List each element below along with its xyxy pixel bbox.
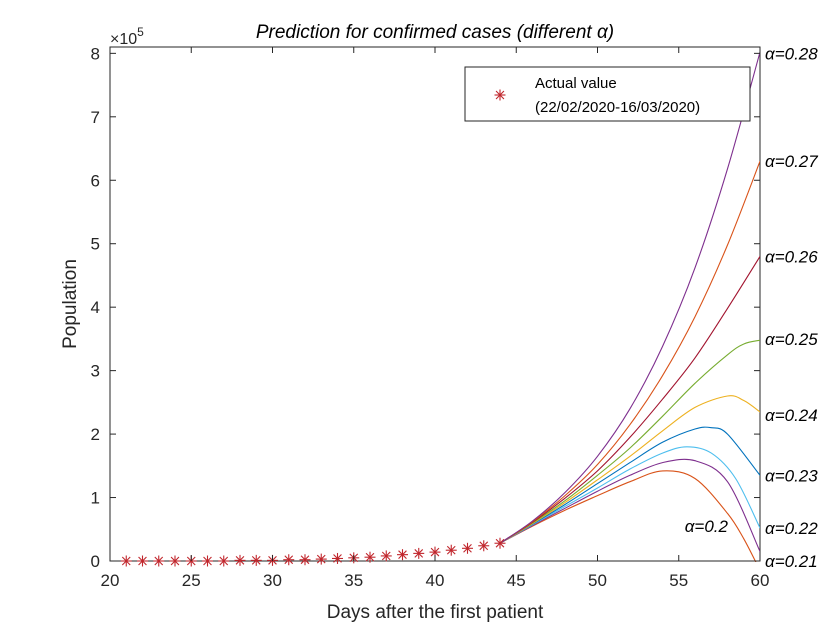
legend-marker-star <box>494 89 506 101</box>
actual-marker <box>202 555 213 567</box>
y-axis-label: Population <box>60 259 81 349</box>
curve-label: α=0.21 <box>765 552 818 571</box>
actual-markers <box>120 537 506 567</box>
legend-box <box>464 66 751 122</box>
x-axis-label: Days after the first patient <box>327 602 544 623</box>
x-tick-label: 60 <box>751 571 770 590</box>
actual-marker <box>218 555 230 567</box>
actual-marker <box>169 555 181 567</box>
x-tick-label: 50 <box>588 571 607 590</box>
actual-marker <box>153 555 165 567</box>
actual-marker <box>462 542 473 554</box>
y-tick-label: 3 <box>91 362 100 381</box>
series-line-alpha-0-28 <box>499 51 760 544</box>
legend-label-line1: Actual value <box>535 75 617 92</box>
actual-marker <box>494 537 506 549</box>
series-line-alpha-0-2 <box>499 470 757 562</box>
series-line-alpha-0-27 <box>499 161 760 544</box>
x-tick-label: 45 <box>507 571 526 590</box>
actual-marker <box>250 554 262 566</box>
y-tick-label: 5 <box>91 235 100 254</box>
actual-marker <box>478 540 490 552</box>
chart-title: Prediction for confirmed cases (differen… <box>256 22 614 43</box>
x-tick-label: 20 <box>101 571 120 590</box>
x-tick-label: 55 <box>669 571 688 590</box>
actual-marker <box>283 554 295 566</box>
actual-marker <box>413 547 425 559</box>
y-axis-ticks: 0 1 2 3 4 5 6 7 8 <box>91 44 760 571</box>
curve-label: α=0.22 <box>765 519 818 538</box>
actual-marker <box>380 550 392 562</box>
legend-marker <box>494 89 506 101</box>
inner-curve-label: α=0.2 <box>685 517 729 536</box>
series-line-alpha-0-24 <box>499 395 760 544</box>
actual-marker <box>120 555 132 567</box>
actual-marker <box>315 553 327 565</box>
x-tick-label: 40 <box>426 571 445 590</box>
x-tick-label: 30 <box>263 571 282 590</box>
y-tick-label: 4 <box>91 298 100 317</box>
series-lines <box>499 51 760 562</box>
series-line-alpha-0-26 <box>499 256 760 544</box>
actual-marker <box>299 554 311 566</box>
y-tick-label: 8 <box>91 44 100 63</box>
series-line-alpha-0-23 <box>499 426 760 544</box>
x-tick-label: 35 <box>344 571 363 590</box>
y-tick-label: 7 <box>91 108 100 127</box>
curve-label: α=0.25 <box>765 330 818 349</box>
curve-label: α=0.23 <box>765 466 818 485</box>
curve-labels: α=0.28 α=0.27 α=0.26 α=0.25 α=0.24 α=0.23 α=0.… <box>765 44 818 571</box>
actual-marker <box>332 552 343 564</box>
x-axis-ticks: 20 25 30 35 40 45 50 55 60 <box>101 47 770 590</box>
curve-label: α=0.27 <box>765 152 818 171</box>
y-tick-label: 6 <box>91 171 100 190</box>
curve-label: α=0.24 <box>765 406 818 425</box>
series-line-alpha-0-22 <box>499 446 760 544</box>
x-tick-label: 25 <box>182 571 201 590</box>
actual-marker <box>364 551 376 563</box>
curve-label: α=0.26 <box>765 247 818 266</box>
actual-marker <box>234 554 246 566</box>
curve-label: α=0.28 <box>765 44 818 63</box>
actual-marker <box>397 549 408 561</box>
y-multiplier-exponent: 5 <box>137 25 144 39</box>
series-line-alpha-0-21 <box>499 458 760 552</box>
y-tick-label: 2 <box>91 425 100 444</box>
series-line-alpha-0-25 <box>499 339 760 544</box>
actual-marker <box>137 555 148 567</box>
y-tick-label: 0 <box>91 552 100 571</box>
y-tick-label: 1 <box>91 489 100 508</box>
y-multiplier-base: ×10 <box>110 31 137 48</box>
legend: Actual value (22/02/2020-16/03/2020) <box>464 66 751 122</box>
legend-label-line2: (22/02/2020-16/03/2020) <box>535 99 700 116</box>
actual-marker <box>445 544 457 556</box>
y-multiplier: ×105 <box>110 25 144 48</box>
plot-area <box>109 46 761 562</box>
